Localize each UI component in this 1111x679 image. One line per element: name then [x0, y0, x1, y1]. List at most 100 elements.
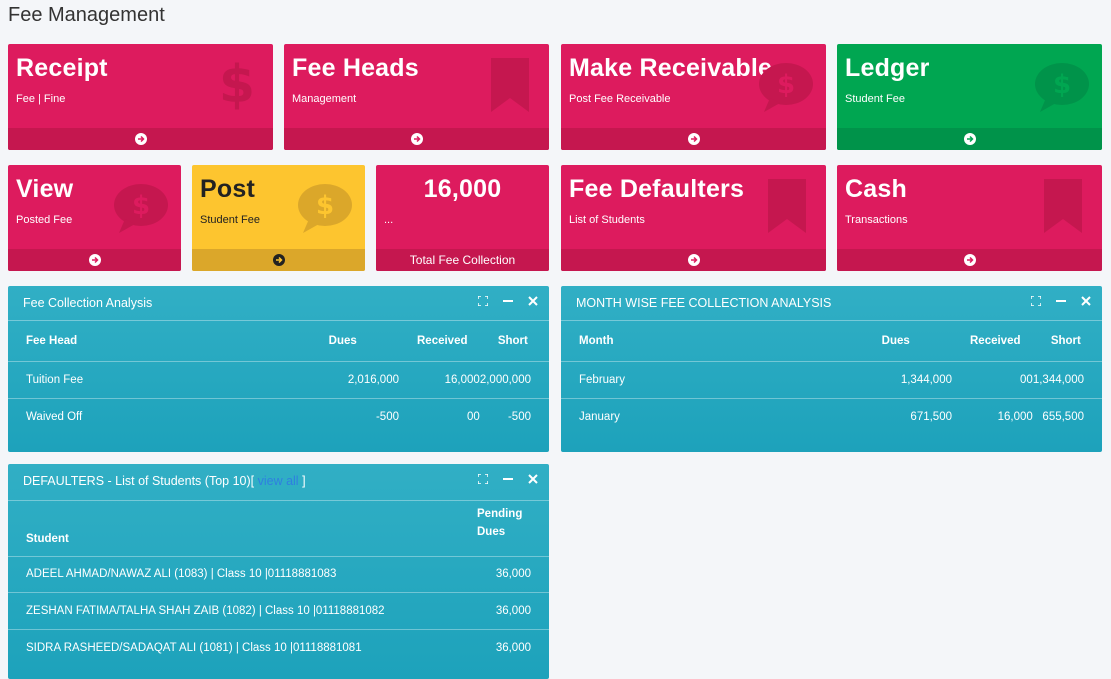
column-header: Fee Head [26, 334, 78, 347]
minimize-icon[interactable] [502, 295, 514, 307]
panel-title: DEFAULTERS - List of Students (Top 10)[ … [23, 474, 306, 488]
fee-collection-table: Fee Head Dues Received Short Tuition Fee… [8, 321, 549, 435]
column-header-dues: Dues [477, 526, 506, 538]
tile-cash[interactable]: Cash Transactions [837, 165, 1102, 271]
column-header: Month [579, 334, 614, 347]
table-header-row: Student Pending Dues [8, 501, 549, 556]
cell-dues: 1,344,000 [900, 373, 952, 386]
panel-header: MONTH WISE FEE COLLECTION ANALYSIS [561, 286, 1102, 321]
column-header: Short [1050, 334, 1081, 347]
cell-short: 1,344,000 [1032, 373, 1084, 386]
arrow-right-icon [687, 133, 700, 145]
tile-ledger[interactable]: Ledger Student Fee $ [837, 44, 1102, 150]
tile-subtitle: Transactions [845, 214, 908, 226]
bracket-close: ] [298, 474, 306, 488]
cell-received: 16,000 [997, 410, 1033, 423]
arrow-right-icon [687, 254, 700, 266]
defaulters-table: Student Pending Dues ADEEL AHMAD/NAWAZ AL… [8, 501, 549, 666]
expand-icon[interactable] [1030, 295, 1042, 307]
arrow-right-icon [134, 133, 147, 145]
defaulters-panel: DEFAULTERS - List of Students (Top 10)[ … [8, 464, 549, 679]
tile-receipt[interactable]: Receipt Fee | Fine $ [8, 44, 273, 150]
tile-footer-link[interactable] [284, 128, 549, 150]
svg-text:$: $ [132, 191, 150, 221]
tile-footer-link[interactable] [8, 249, 181, 271]
cell-short: 655,500 [1042, 410, 1084, 423]
tile-title: Receipt [16, 54, 108, 82]
bookmark-icon [1044, 179, 1082, 233]
tile-view[interactable]: View Posted Fee $ [8, 165, 181, 271]
column-header: Student [26, 532, 69, 545]
cell-dues: 2,016,000 [347, 373, 399, 386]
tile-total-fee-collection[interactable]: 16,000 ... Total Fee Collection [376, 165, 549, 271]
table-row: Tuition Fee 2,016,000 16,000 2,000,000 [8, 361, 549, 398]
close-icon[interactable] [527, 295, 539, 307]
table-row: SIDRA RASHEED/SADAQAT ALI (1081) | Class… [8, 629, 549, 666]
cell-received: 00 [467, 410, 480, 423]
tile-title: Fee Defaulters [569, 175, 745, 203]
tile-title: Post [200, 175, 255, 203]
close-icon[interactable] [527, 473, 539, 485]
tile-subtitle: Fee | Fine [16, 93, 66, 105]
panel-title: Fee Collection Analysis [23, 296, 153, 310]
page-title: Fee Management [8, 4, 165, 26]
arrow-right-icon [410, 133, 423, 145]
tile-footer-link[interactable] [8, 128, 273, 150]
tile-title: Ledger [845, 54, 930, 82]
tile-subtitle: Posted Fee [16, 214, 73, 226]
dollar-speech-icon: $ [298, 184, 352, 233]
panel-header: DEFAULTERS - List of Students (Top 10)[ … [8, 464, 549, 501]
expand-icon[interactable] [477, 295, 489, 307]
cell-fee-head: Waived Off [26, 410, 83, 423]
tile-fee-heads[interactable]: Fee Heads Management [284, 44, 549, 150]
cell-student: ZESHAN FATIMA/TALHA SHAH ZAIB (1082) | C… [26, 604, 385, 617]
tile-subtitle: Student Fee [845, 93, 905, 105]
cell-short: -500 [507, 410, 531, 423]
tile-post[interactable]: Post Student Fee $ [192, 165, 365, 271]
tile-footer-link[interactable] [192, 249, 365, 271]
tile-footer-link[interactable] [561, 249, 826, 271]
tile-footer-link[interactable]: Total Fee Collection [376, 249, 549, 271]
cell-fee-head: Tuition Fee [26, 373, 84, 386]
table-row: Waived Off -500 00 -500 [8, 398, 549, 435]
column-header: Pending Dues [477, 501, 549, 556]
tile-footer-link[interactable] [837, 249, 1102, 271]
tile-title: Cash [845, 175, 907, 203]
cell-short: 2,000,000 [479, 373, 531, 386]
cell-dues: 671,500 [910, 410, 952, 423]
bookmark-icon [768, 179, 806, 233]
tile-footer-link[interactable] [561, 128, 826, 150]
table-row: February 1,344,000 00 1,344,000 [561, 361, 1102, 398]
cell-month: January [579, 410, 620, 423]
table-row: ZESHAN FATIMA/TALHA SHAH ZAIB (1082) | C… [8, 592, 549, 629]
panel-header: Fee Collection Analysis [8, 286, 549, 321]
tile-subtitle: ... [384, 214, 394, 226]
column-header: Received [970, 334, 1021, 347]
expand-icon[interactable] [477, 473, 489, 485]
tile-make-receivable[interactable]: Make Receivable Post Fee Receivable $ [561, 44, 826, 150]
tile-footer-link[interactable] [837, 128, 1102, 150]
tile-subtitle: Student Fee [200, 214, 260, 226]
minimize-icon[interactable] [502, 473, 514, 485]
tile-title: Make Receivable [569, 54, 773, 82]
column-header: Dues [881, 334, 910, 347]
bracket-open: [ [250, 474, 255, 488]
tile-subtitle: Management [292, 93, 357, 105]
column-header: Dues [328, 334, 357, 347]
bookmark-icon [491, 58, 529, 112]
table-row: January 671,500 16,000 655,500 [561, 398, 1102, 435]
dollar-speech-icon: $ [759, 63, 813, 112]
arrow-right-icon [963, 254, 976, 266]
view-all-link[interactable]: view all [254, 474, 299, 488]
svg-text:$: $ [219, 56, 255, 112]
close-icon[interactable] [1080, 295, 1092, 307]
minimize-icon[interactable] [1055, 295, 1067, 307]
cell-received: 00 [1020, 373, 1033, 386]
panel-tools [477, 295, 539, 307]
svg-text:$: $ [1053, 70, 1071, 100]
tile-fee-defaulters[interactable]: Fee Defaulters List of Students [561, 165, 826, 271]
fee-collection-panel: Fee Collection Analysis Fee Head Dues Re… [8, 286, 549, 452]
panel-title: MONTH WISE FEE COLLECTION ANALYSIS [576, 296, 832, 310]
tile-title: View [16, 175, 74, 203]
tile-title: Fee Heads [292, 54, 419, 82]
